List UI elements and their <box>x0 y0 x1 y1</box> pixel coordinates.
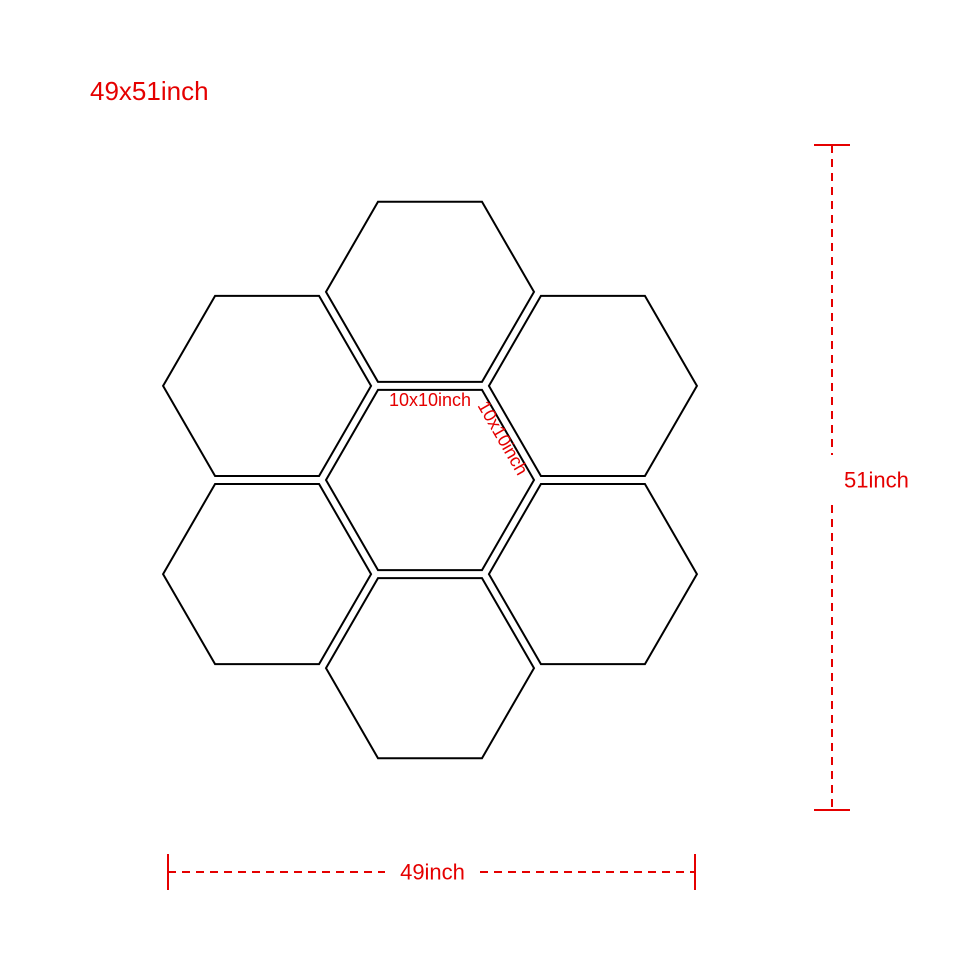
hexagon <box>326 578 534 758</box>
hexagon-cluster <box>163 202 697 758</box>
hexagon <box>163 484 371 664</box>
hexagon <box>326 202 534 382</box>
edge-label-top: 10x10inch <box>389 390 471 410</box>
title-label: 49x51inch <box>90 76 209 106</box>
hexagon <box>489 484 697 664</box>
dimension-vertical-label: 51inch <box>844 468 909 493</box>
dimension-horizontal-label: 49inch <box>400 860 465 885</box>
dimension-vertical: 51inch <box>814 145 909 810</box>
dimension-horizontal: 49inch <box>168 854 695 890</box>
hexagon <box>163 296 371 476</box>
